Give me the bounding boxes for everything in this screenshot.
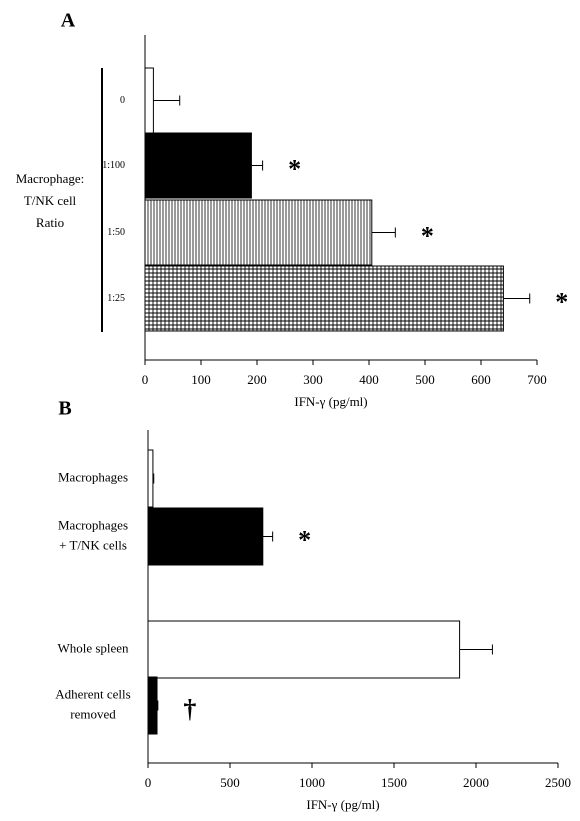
- bar: [147, 507, 264, 566]
- x-tick-label: 1000: [299, 775, 325, 790]
- annotation: *: [555, 287, 568, 316]
- category-label: 0: [120, 95, 125, 106]
- x-tick-label: 400: [359, 372, 379, 387]
- x-tick-label: 500: [415, 372, 435, 387]
- category-label: removed: [70, 706, 116, 721]
- category-label: Adherent cells: [55, 686, 130, 701]
- category-label: 1:25: [107, 293, 125, 304]
- category-label: 1:100: [102, 160, 125, 171]
- x-tick-label: 700: [527, 372, 547, 387]
- category-label: 1:50: [107, 227, 125, 238]
- x-tick-label: 300: [303, 372, 323, 387]
- y-axis-title: T/NK cell: [24, 193, 77, 208]
- y-axis-title: Ratio: [36, 215, 64, 230]
- bar: [144, 265, 504, 332]
- x-tick-label: 2000: [463, 775, 489, 790]
- bar: [144, 199, 373, 266]
- x-tick-label: 100: [191, 372, 211, 387]
- bar: [144, 132, 252, 199]
- category-label: Macrophages: [58, 469, 128, 484]
- x-axis-title: IFN-γ (pg/ml): [306, 797, 379, 812]
- bar: [147, 620, 461, 679]
- y-axis-title: Macrophage:: [16, 171, 85, 186]
- bar: [147, 449, 154, 508]
- panel-label: A: [61, 10, 76, 32]
- category-label: Whole spleen: [57, 640, 129, 655]
- bar: [147, 676, 158, 735]
- x-axis-title: IFN-γ (pg/ml): [294, 394, 367, 409]
- category-label: Macrophages: [58, 517, 128, 532]
- annotation: *: [421, 221, 434, 250]
- x-tick-label: 600: [471, 372, 491, 387]
- x-tick-label: 1500: [381, 775, 407, 790]
- x-tick-label: 2500: [545, 775, 571, 790]
- annotation: *: [288, 154, 301, 183]
- annotation: *: [298, 525, 311, 554]
- annotation: †: [183, 694, 196, 723]
- category-label: + T/NK cells: [59, 537, 127, 552]
- x-tick-label: 0: [145, 775, 152, 790]
- panel-label: B: [58, 398, 71, 420]
- x-tick-label: 500: [220, 775, 240, 790]
- bar: [144, 67, 154, 134]
- x-tick-label: 200: [247, 372, 267, 387]
- x-tick-label: 0: [142, 372, 149, 387]
